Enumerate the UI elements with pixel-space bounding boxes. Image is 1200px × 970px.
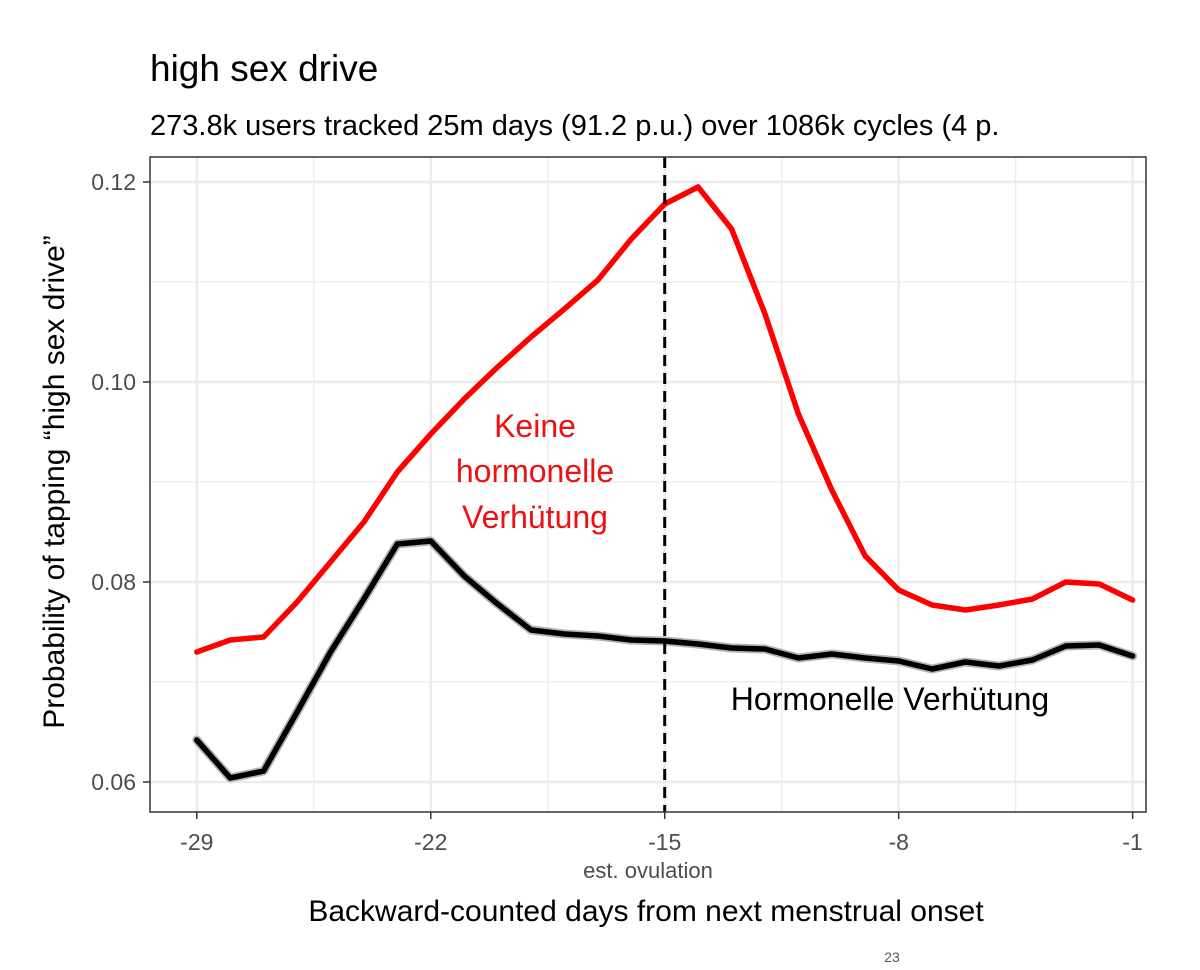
annotation-hormonal: Hormonelle Verhütung xyxy=(731,681,1049,717)
y-axis-title: Probability of tapping “high sex drive” xyxy=(38,235,71,729)
series-line-1 xyxy=(194,538,1136,781)
x-axis-title: Backward-counted days from next menstrua… xyxy=(308,895,984,928)
y-tick-label: 0.08 xyxy=(91,569,136,595)
plot-panel xyxy=(149,156,1147,813)
annotation-no-hormonal-line2: hormonelle xyxy=(456,453,614,489)
x-tick-label: -29 xyxy=(180,829,213,855)
y-tick-label: 0.10 xyxy=(91,369,136,395)
panel-border xyxy=(149,156,1147,813)
x-axis-ticks: -29 -22 -15 -8 -1 xyxy=(180,812,1143,855)
annotation-no-hormonal-line1: Keine xyxy=(494,408,576,444)
page-number: 23 xyxy=(884,949,900,965)
annotation-no-hormonal-line3: Verhütung xyxy=(462,499,608,535)
x-tick-label: -1 xyxy=(1122,829,1142,855)
ovulation-label: est. ovulation xyxy=(583,858,713,883)
chart-subtitle: 273.8k users tracked 25m days (91.2 p.u.… xyxy=(150,110,999,142)
y-tick-label: 0.06 xyxy=(91,769,136,795)
chart-title: high sex drive xyxy=(150,48,378,89)
x-tick-label: -15 xyxy=(648,829,681,855)
x-tick-label: -22 xyxy=(414,829,447,855)
y-tick-label: 0.12 xyxy=(91,169,136,195)
x-tick-label: -8 xyxy=(888,829,908,855)
y-axis-ticks: 0.06 0.08 0.10 0.12 xyxy=(91,169,150,795)
